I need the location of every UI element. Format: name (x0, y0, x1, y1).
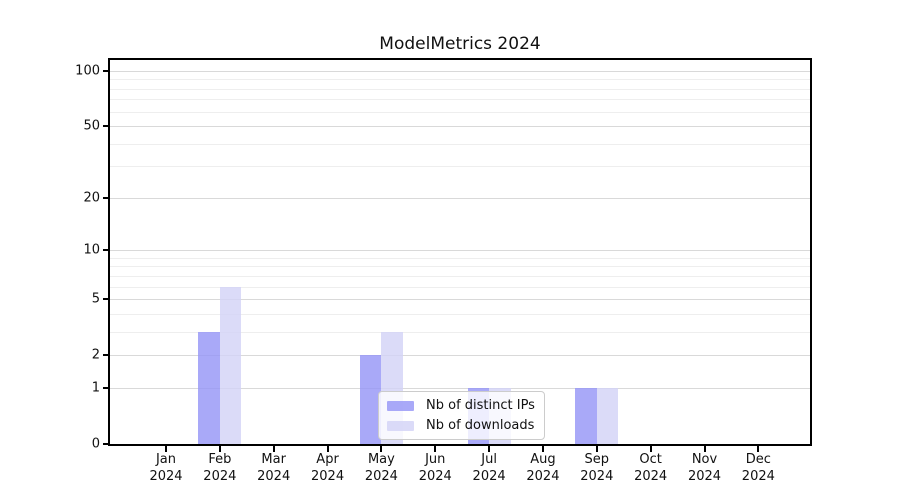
x-tick-label: Jun 2024 (419, 452, 452, 485)
y-tick-label: 100 (75, 63, 100, 79)
x-tick-mark (434, 446, 437, 452)
major-gridline (110, 387, 810, 389)
minor-gridline (110, 99, 810, 101)
minor-gridline (110, 266, 810, 268)
x-tick-mark (165, 446, 167, 452)
bar-downloads (219, 286, 242, 444)
minor-gridline (110, 313, 810, 315)
x-tick-label-line: 2024 (741, 468, 775, 484)
minor-gridline (110, 257, 810, 259)
bar-distinct-ips (198, 331, 220, 444)
x-tick-label-line: 2024 (634, 468, 668, 484)
x-tick-label-line: Feb (208, 452, 232, 467)
x-tick-label: Aug 2024 (526, 452, 559, 485)
x-tick-label-line: 2024 (472, 468, 506, 484)
x-tick-label: Jul 2024 (473, 452, 506, 485)
y-tick-mark (103, 386, 110, 389)
x-tick-label-line: May (367, 452, 395, 467)
x-tick-label-line: Nov (691, 452, 718, 467)
x-tick-label: Jan 2024 (149, 452, 182, 485)
y-tick-label: 1 (91, 380, 100, 396)
x-tick-label-line: Aug (530, 452, 556, 467)
x-tick-label-line: Jun (425, 452, 446, 467)
minor-gridline (110, 275, 810, 277)
x-tick-label-line: 2024 (687, 468, 722, 484)
y-tick-mark (103, 354, 110, 357)
y-tick-mark (103, 125, 110, 128)
x-tick-mark (326, 446, 329, 452)
y-tick-label: 0 (91, 436, 100, 452)
major-gridline (110, 250, 810, 252)
bar-downloads (596, 387, 619, 444)
y-tick-label: 20 (83, 190, 100, 206)
plot-area (110, 60, 810, 444)
legend-item-distinct-ips: Nb of distinct IPs (387, 397, 535, 414)
y-tick-label: 2 (91, 347, 100, 363)
x-tick-mark (757, 446, 760, 452)
x-tick-mark (272, 446, 275, 452)
y-tick-mark (103, 443, 110, 445)
x-tick-label-line: Mar (261, 452, 286, 467)
x-tick-label-line: 2024 (149, 468, 183, 484)
x-tick-label: Dec 2024 (742, 452, 775, 485)
x-tick-label-line: Oct (639, 452, 662, 467)
legend-label-downloads: Nb of downloads (426, 418, 535, 433)
y-tick-label: 50 (83, 118, 100, 134)
minor-gridline (110, 143, 810, 145)
chart-title: ModelMetrics 2024 (379, 34, 541, 54)
x-tick-label: Sep 2024 (580, 452, 613, 485)
bar-distinct-ips (359, 355, 382, 444)
bar-distinct-ips (575, 387, 597, 444)
x-tick-label: May 2024 (365, 452, 398, 485)
x-tick-label-line: 2024 (418, 468, 452, 484)
x-tick-label-line: 2024 (580, 468, 614, 484)
legend-label-distinct-ips: Nb of distinct IPs (426, 398, 535, 413)
major-gridline (110, 71, 810, 72)
x-tick-label-line: Jul (481, 452, 497, 467)
x-tick-label: Feb 2024 (203, 452, 236, 485)
minor-gridline (110, 79, 810, 81)
major-gridline (110, 355, 810, 357)
x-tick-label: Apr 2024 (311, 452, 344, 485)
legend-swatch-distinct-ips (387, 400, 414, 411)
major-gridline (110, 299, 810, 301)
x-tick-label-line: 2024 (311, 468, 345, 484)
x-tick-label-line: 2024 (364, 468, 398, 484)
x-tick-label-line: Dec (745, 452, 771, 467)
major-gridline (110, 126, 810, 128)
x-tick-label-line: Jan (155, 452, 177, 467)
x-tick-mark (649, 446, 652, 452)
x-tick-label-line: 2024 (257, 468, 291, 484)
x-tick-label-line: 2024 (526, 468, 560, 484)
y-tick-label: 10 (83, 242, 100, 258)
legend-swatch-downloads (387, 420, 414, 431)
minor-gridline (110, 88, 810, 90)
x-tick-mark (541, 446, 544, 452)
major-gridline (110, 197, 810, 199)
x-tick-label: Mar 2024 (257, 452, 290, 485)
x-tick-label: Nov 2024 (688, 452, 721, 485)
legend-item-downloads: Nb of downloads (387, 417, 535, 434)
x-tick-label-line: 2024 (203, 468, 237, 484)
x-tick-mark (488, 446, 491, 452)
x-tick-label-line: Sep (584, 452, 610, 467)
y-tick-mark (103, 298, 110, 301)
y-tick-mark (103, 249, 110, 252)
legend: Nb of distinct IPs Nb of downloads (378, 391, 545, 440)
x-tick-mark (595, 446, 598, 452)
minor-gridline (110, 286, 810, 288)
x-tick-mark (380, 446, 383, 452)
x-tick-label: Oct 2024 (634, 452, 667, 485)
x-tick-label-line: Apr (316, 452, 339, 467)
y-tick-mark (103, 70, 110, 72)
y-tick-label: 5 (91, 291, 100, 307)
x-tick-mark (703, 446, 706, 452)
minor-gridline (110, 331, 810, 333)
minor-gridline (110, 166, 810, 168)
minor-gridline (110, 111, 810, 113)
y-tick-mark (103, 196, 110, 199)
x-tick-mark (218, 446, 221, 452)
